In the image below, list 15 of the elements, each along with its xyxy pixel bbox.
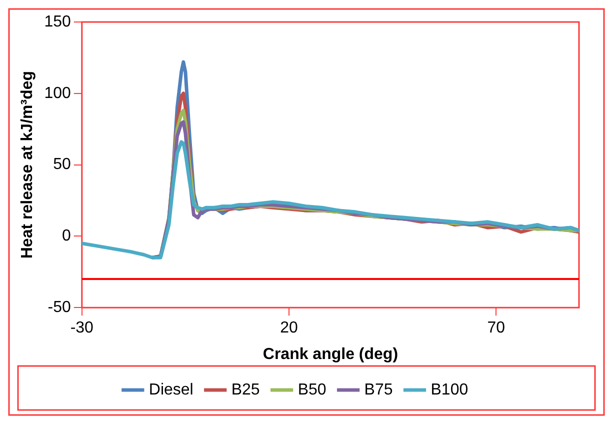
y-tick-label: -50: [48, 299, 71, 316]
y-tick-label: 0: [62, 228, 71, 245]
y-tick-label: 50: [53, 156, 71, 174]
x-axis-title: Crank angle (deg): [262, 346, 398, 363]
y-tick-label: 150: [44, 13, 71, 30]
y-tick-label: 100: [44, 84, 71, 102]
x-tick-label: -30: [70, 320, 94, 337]
legend-label: B25: [231, 381, 260, 398]
x-tick-label: 70: [487, 320, 506, 337]
y-axis-title: Heat release at kJ/m³deg: [19, 70, 36, 259]
legend-label: B100: [430, 381, 468, 398]
legend-label: B75: [364, 381, 393, 398]
legend-label: B50: [298, 381, 326, 398]
legend-label: Diesel: [148, 381, 194, 398]
x-tick-label: 20: [280, 320, 298, 337]
